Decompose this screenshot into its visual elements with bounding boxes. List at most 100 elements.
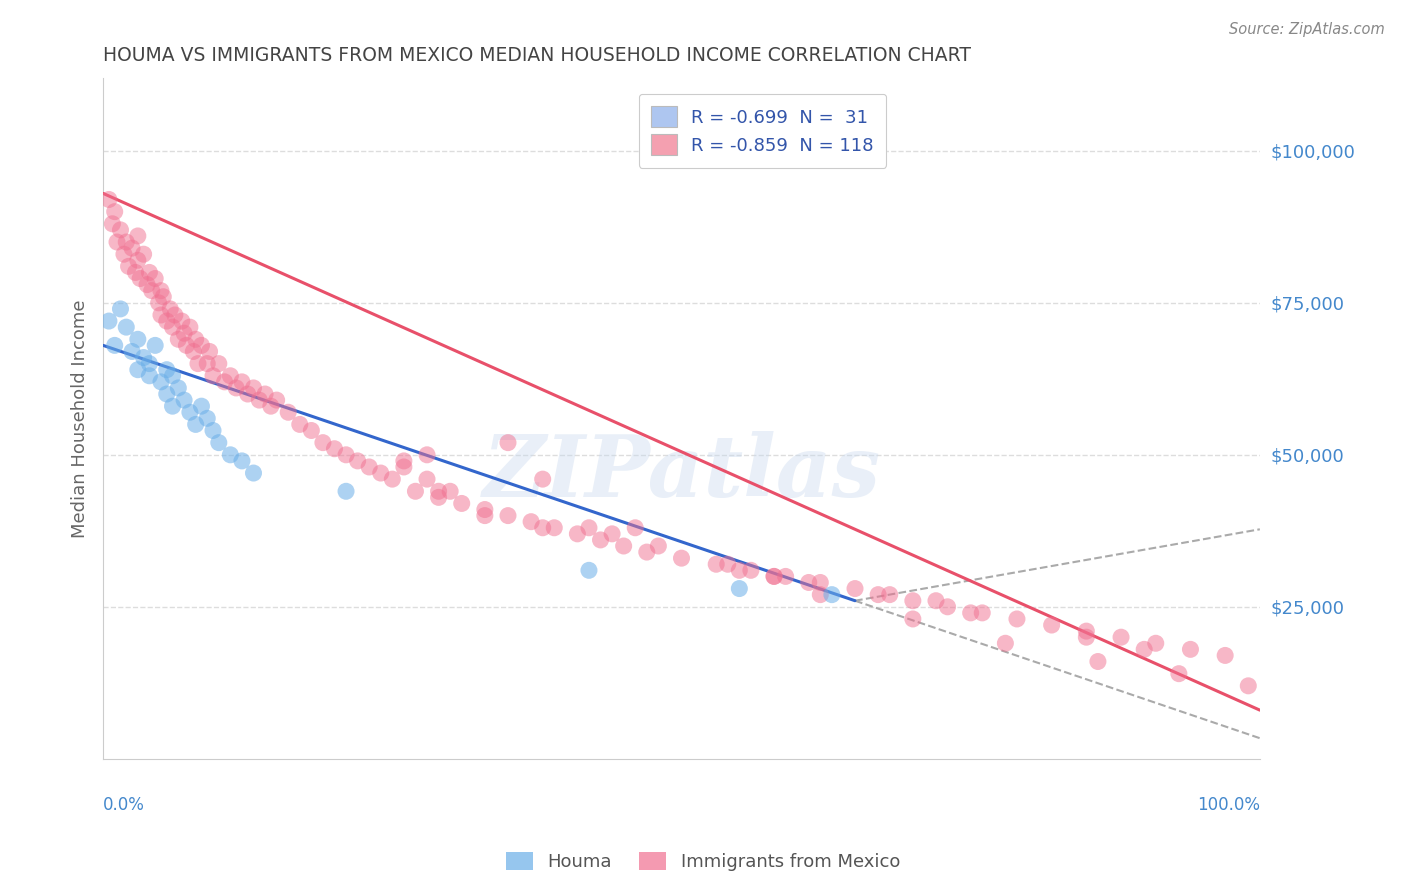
Point bbox=[647, 539, 669, 553]
Point bbox=[578, 521, 600, 535]
Point bbox=[1213, 648, 1236, 663]
Point bbox=[254, 387, 277, 401]
Point bbox=[416, 472, 439, 486]
Point bbox=[183, 344, 205, 359]
Point bbox=[170, 314, 193, 328]
Point bbox=[179, 405, 201, 419]
Point bbox=[335, 448, 357, 462]
Point bbox=[141, 284, 163, 298]
Point bbox=[214, 375, 236, 389]
Point bbox=[704, 558, 727, 572]
Point bbox=[578, 563, 600, 577]
Point bbox=[184, 332, 207, 346]
Point bbox=[208, 357, 231, 371]
Point bbox=[299, 424, 322, 438]
Point bbox=[156, 387, 179, 401]
Point bbox=[1180, 642, 1202, 657]
Point bbox=[198, 344, 221, 359]
Point bbox=[636, 545, 658, 559]
Point bbox=[381, 472, 404, 486]
Point bbox=[195, 357, 218, 371]
Point bbox=[219, 448, 242, 462]
Point bbox=[143, 338, 166, 352]
Point bbox=[728, 582, 751, 596]
Point bbox=[266, 393, 288, 408]
Point bbox=[959, 606, 981, 620]
Point bbox=[994, 636, 1017, 650]
Point bbox=[97, 193, 120, 207]
Point bbox=[1109, 630, 1132, 644]
Point bbox=[613, 539, 636, 553]
Point bbox=[323, 442, 346, 456]
Point bbox=[531, 472, 554, 486]
Point bbox=[1144, 636, 1167, 650]
Point bbox=[138, 357, 160, 371]
Point bbox=[136, 277, 159, 292]
Point bbox=[242, 381, 264, 395]
Point bbox=[763, 569, 786, 583]
Point bbox=[190, 399, 212, 413]
Point bbox=[162, 368, 184, 383]
Point bbox=[127, 362, 149, 376]
Point bbox=[1005, 612, 1028, 626]
Point bbox=[439, 484, 461, 499]
Point bbox=[231, 375, 253, 389]
Point bbox=[901, 612, 924, 626]
Point bbox=[427, 484, 450, 499]
Point bbox=[152, 290, 174, 304]
Point bbox=[143, 271, 166, 285]
Text: 0.0%: 0.0% bbox=[103, 797, 145, 814]
Point bbox=[312, 435, 335, 450]
Point bbox=[496, 435, 519, 450]
Point bbox=[868, 588, 890, 602]
Point bbox=[740, 563, 762, 577]
Point bbox=[132, 351, 155, 365]
Point bbox=[728, 563, 751, 577]
Point bbox=[600, 526, 623, 541]
Point bbox=[474, 502, 496, 516]
Text: Source: ZipAtlas.com: Source: ZipAtlas.com bbox=[1229, 22, 1385, 37]
Point bbox=[392, 460, 415, 475]
Point bbox=[219, 368, 242, 383]
Point bbox=[225, 381, 247, 395]
Point bbox=[110, 301, 132, 316]
Point bbox=[808, 575, 831, 590]
Point bbox=[624, 521, 647, 535]
Point bbox=[127, 253, 149, 268]
Point bbox=[173, 326, 195, 341]
Point bbox=[543, 521, 565, 535]
Point bbox=[138, 265, 160, 279]
Y-axis label: Median Household Income: Median Household Income bbox=[72, 299, 89, 538]
Point bbox=[127, 229, 149, 244]
Point bbox=[127, 332, 149, 346]
Point bbox=[392, 454, 415, 468]
Point bbox=[359, 460, 381, 475]
Point bbox=[520, 515, 543, 529]
Point bbox=[972, 606, 994, 620]
Point bbox=[117, 260, 139, 274]
Point bbox=[156, 362, 179, 376]
Point bbox=[427, 491, 450, 505]
Point bbox=[277, 405, 299, 419]
Point bbox=[112, 247, 135, 261]
Point bbox=[1076, 630, 1098, 644]
Point bbox=[115, 235, 138, 249]
Point bbox=[260, 399, 283, 413]
Point bbox=[231, 454, 253, 468]
Point bbox=[797, 575, 820, 590]
Point bbox=[1133, 642, 1156, 657]
Point bbox=[370, 466, 392, 480]
Point bbox=[474, 508, 496, 523]
Point bbox=[1040, 618, 1063, 632]
Point bbox=[121, 344, 143, 359]
Point bbox=[821, 588, 844, 602]
Point bbox=[187, 357, 209, 371]
Point bbox=[148, 295, 170, 310]
Point bbox=[1087, 655, 1109, 669]
Point bbox=[105, 235, 128, 249]
Point bbox=[121, 241, 143, 255]
Point bbox=[879, 588, 901, 602]
Point bbox=[589, 533, 612, 547]
Point bbox=[195, 411, 218, 425]
Point bbox=[173, 393, 195, 408]
